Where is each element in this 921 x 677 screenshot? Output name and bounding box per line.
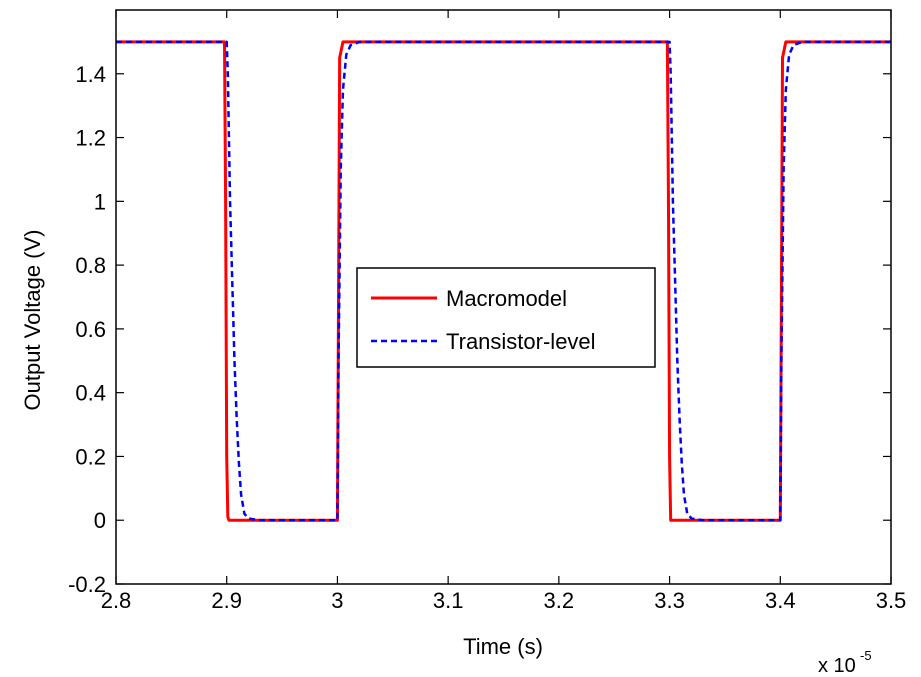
- plot-frame: [115, 9, 892, 585]
- x-axis-title: Time (s): [463, 634, 543, 659]
- y-axis-title: Output Voltage (V): [20, 230, 45, 411]
- series-layer: [116, 40, 891, 522]
- x-tick-label: 3.3: [654, 588, 685, 613]
- legend-box: [356, 267, 656, 368]
- x-tick-label: 3: [331, 588, 343, 613]
- x-tick-label: 2.9: [211, 588, 242, 613]
- y-tick-label: 1.4: [75, 62, 106, 87]
- x-multiplier-label: x 10: [818, 655, 856, 677]
- x-tick-label: 3.2: [544, 588, 575, 613]
- legend-label-transistor-level: Transistor-level: [446, 329, 596, 354]
- y-tick-label: 1.2: [75, 126, 106, 151]
- legend-label-macromodel: Macromodel: [446, 286, 567, 311]
- label-layer: 2.8 2.9 3 3.1 3.2 3.3 3.4 3.5 -0.2 0 0.2 0.4 0.6 0.8 1…: [68, 62, 906, 613]
- y-tick-label: -0.2: [68, 572, 106, 597]
- x-multiplier-exponent: -5: [860, 648, 872, 663]
- legend: Macromodel Transistor-level: [356, 267, 656, 368]
- y-tick-label: 0: [94, 508, 106, 533]
- y-tick-label: 1: [94, 189, 106, 214]
- y-tick-label: 0.4: [75, 381, 106, 406]
- x-tick-label: 3.4: [765, 588, 796, 613]
- y-tick-label: 0.6: [75, 317, 106, 342]
- y-tick-label: 0.8: [75, 253, 106, 278]
- x-tick-label: 3.5: [876, 588, 907, 613]
- series-line-transistor-level: [116, 40, 891, 522]
- x-tick-label: 3.1: [433, 588, 464, 613]
- x-tick-label: 2.8: [101, 588, 132, 613]
- y-tick-label: 0.2: [75, 444, 106, 469]
